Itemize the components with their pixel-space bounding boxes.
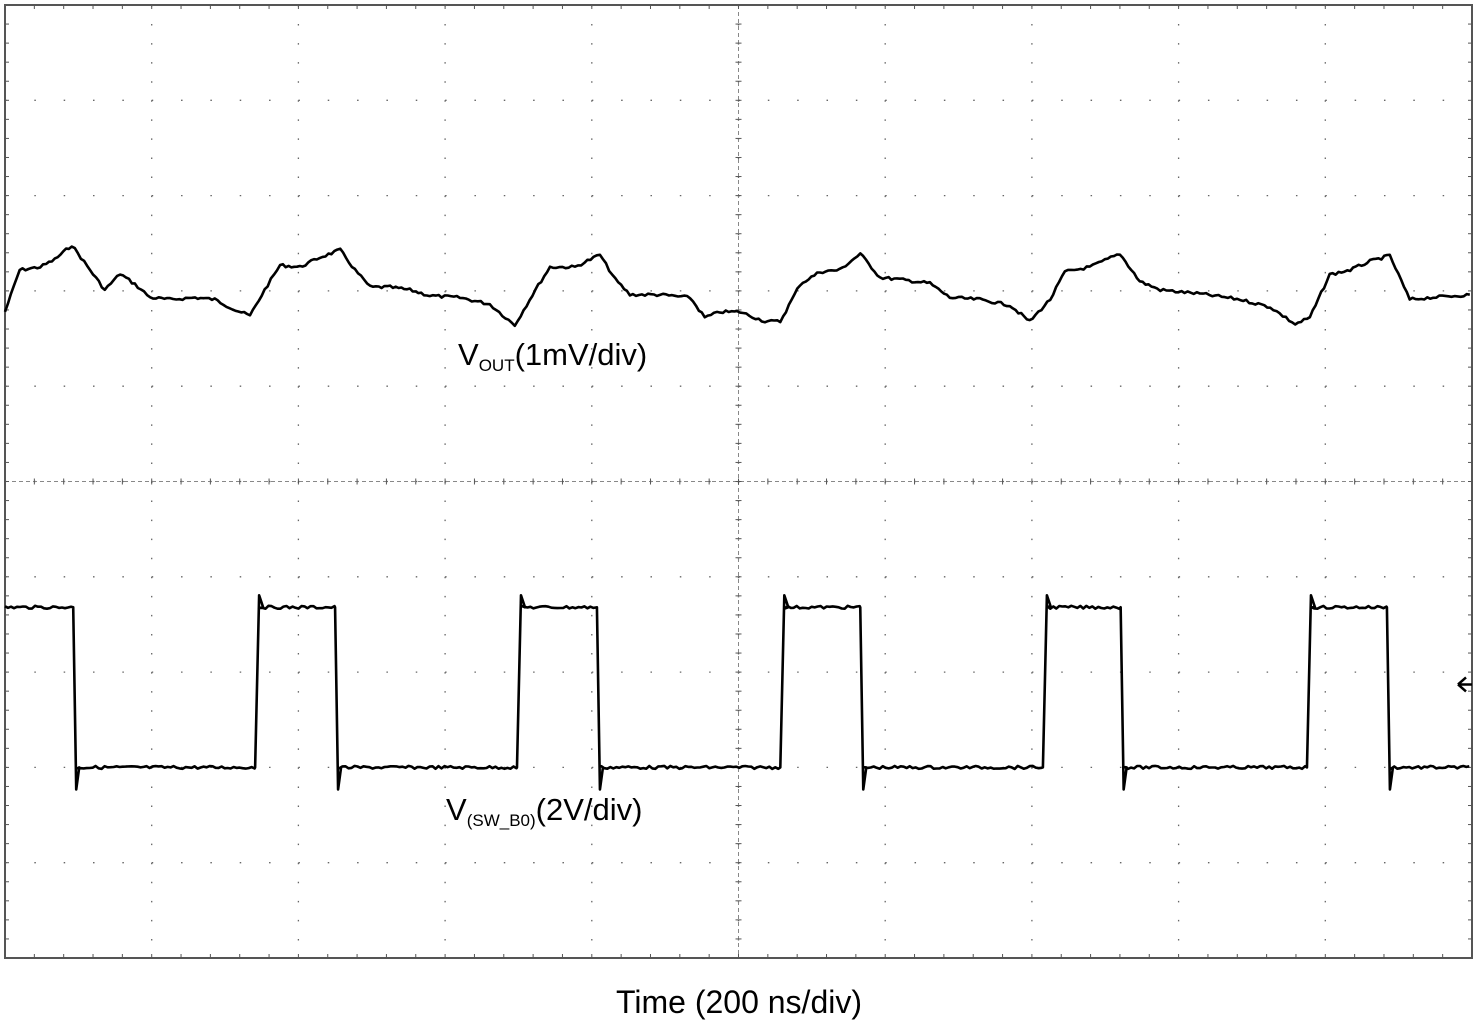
vsw-label: V(SW_B0)(2V/div) — [446, 792, 642, 831]
vsw-label-scale: (2V/div) — [535, 792, 643, 827]
vsw-trace — [4, 593, 1470, 791]
left-arrow-icon — [1457, 676, 1472, 693]
vout-label-sub: OUT — [478, 356, 515, 375]
vout-label-main: V — [458, 337, 479, 372]
vsw-label-main: V — [446, 792, 467, 827]
vout-trace — [3, 245, 1471, 328]
vsw-label-sub: (SW_B0) — [466, 811, 536, 830]
vout-label: VOUT(1mV/div) — [458, 337, 647, 376]
vout-label-scale: (1mV/div) — [514, 337, 648, 372]
x-axis-label: Time (200 ns/div) — [616, 984, 862, 1020]
